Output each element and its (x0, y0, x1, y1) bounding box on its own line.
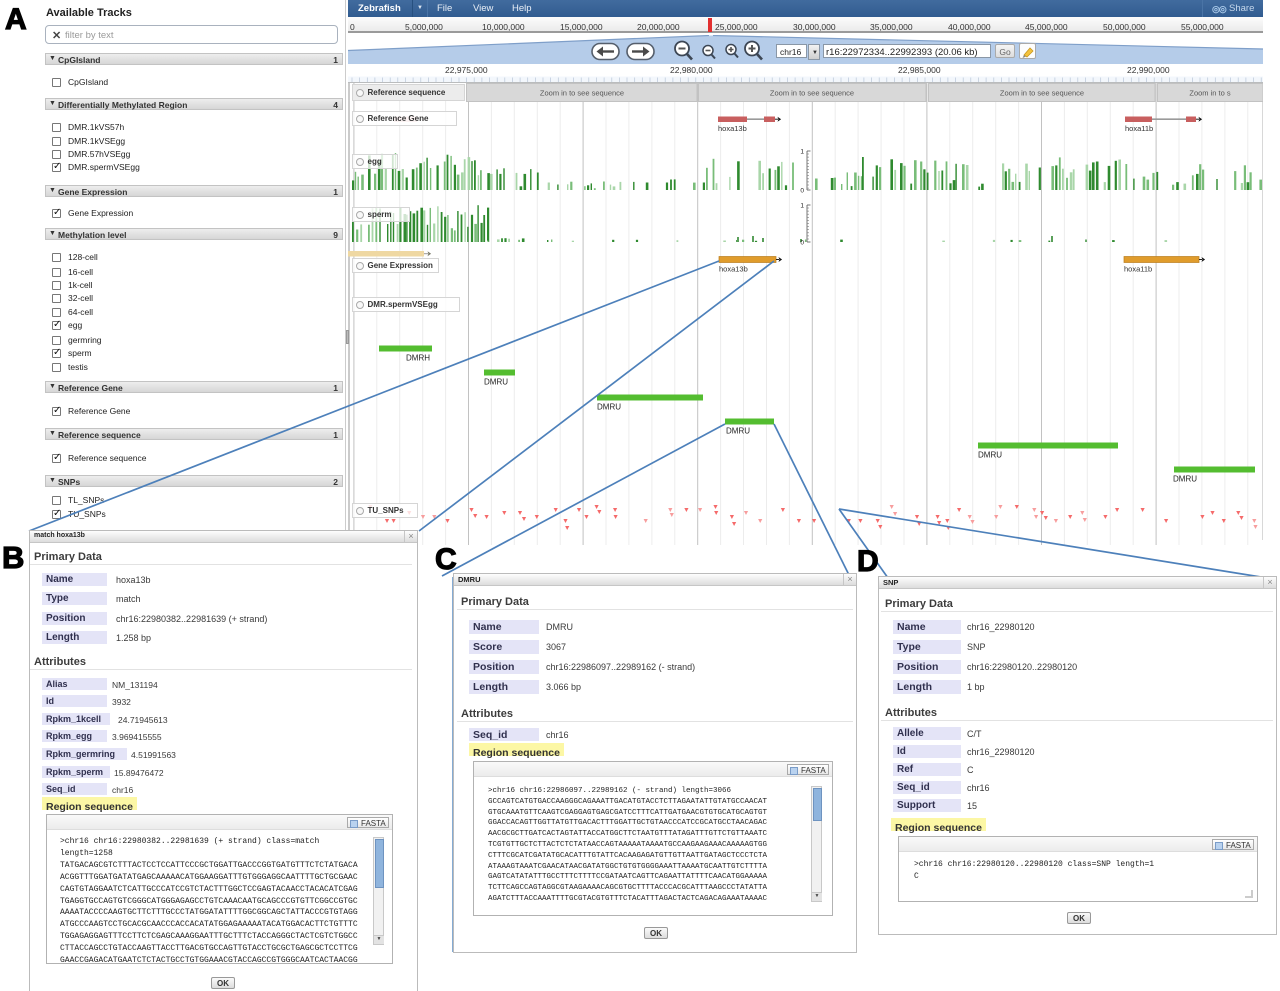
svg-text:Zoom in to see sequence: Zoom in to see sequence (1000, 89, 1084, 98)
svg-text:hoxa13b: hoxa13b (718, 124, 747, 133)
svg-text:hoxa11b: hoxa11b (1124, 265, 1152, 274)
svg-text:DMRU: DMRU (1173, 475, 1197, 484)
svg-text:hoxa11b: hoxa11b (1125, 124, 1153, 133)
svg-text:Zoom in to see sequence: Zoom in to see sequence (770, 89, 854, 98)
svg-text:Zoom in to see sequence: Zoom in to see sequence (540, 89, 624, 98)
svg-text:0: 0 (800, 240, 804, 247)
svg-text:DMRU: DMRU (597, 403, 621, 412)
svg-text:0: 0 (800, 188, 804, 195)
svg-text:DMRU: DMRU (978, 451, 1002, 460)
svg-text:DMRU: DMRU (484, 378, 508, 387)
svg-text:Zoom in to s: Zoom in to s (1189, 89, 1231, 98)
svg-text:hoxa13b: hoxa13b (719, 265, 748, 274)
svg-text:1: 1 (800, 149, 804, 156)
svg-text:DMRH: DMRH (406, 354, 430, 363)
svg-text:DMRU: DMRU (726, 427, 750, 436)
svg-text:1: 1 (800, 203, 804, 210)
